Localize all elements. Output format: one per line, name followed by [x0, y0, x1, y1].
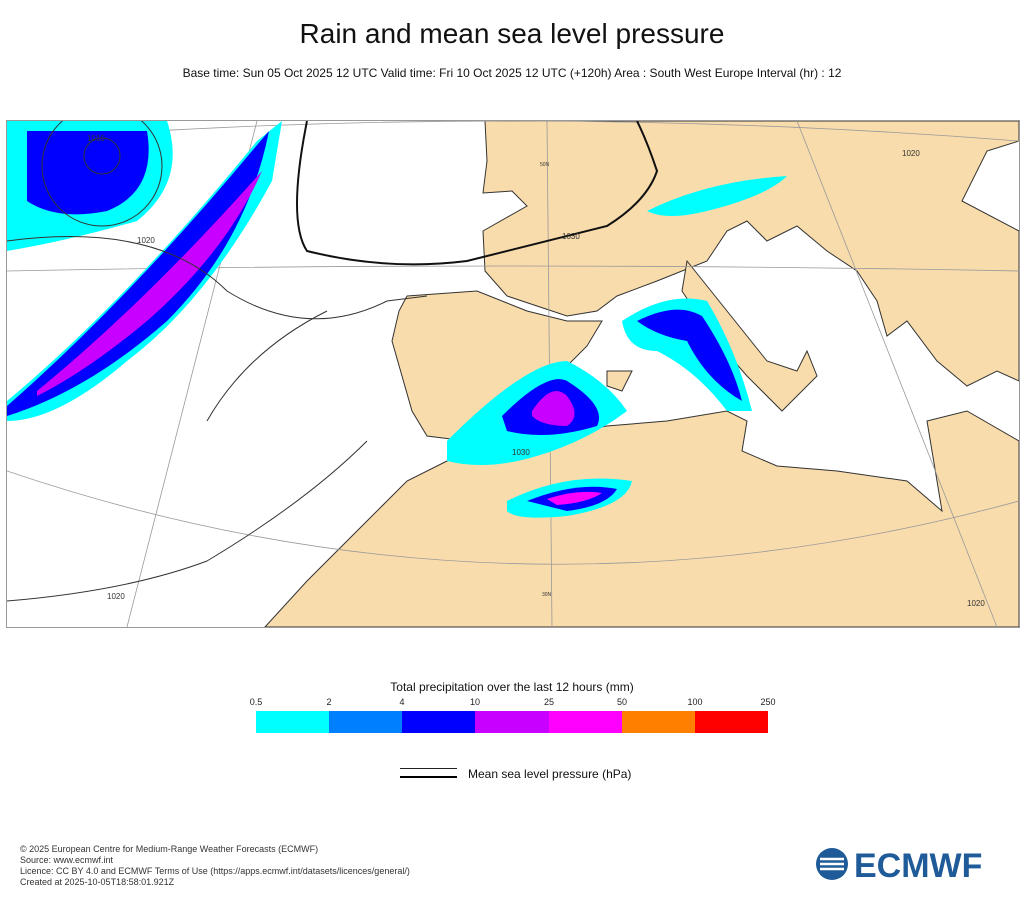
legend-colorbar	[256, 711, 768, 733]
land-africa	[264, 410, 1019, 627]
svg-text:ECMWF: ECMWF	[854, 847, 982, 882]
footer: © 2025 European Centre for Medium-Range …	[20, 844, 410, 888]
copyright: © 2025 European Centre for Medium-Range …	[20, 844, 319, 854]
legend-swatch	[329, 711, 403, 733]
legend-tick: 10	[469, 697, 481, 707]
pressure-line-icon	[400, 768, 457, 778]
contour-label: 1030	[512, 448, 530, 457]
legend-tick: 4	[399, 697, 405, 707]
legend-tick: 25	[543, 697, 555, 707]
lat-label: 50N	[540, 162, 550, 168]
isobars	[7, 121, 659, 602]
land-balearic	[606, 370, 633, 392]
contour-label: 1010	[87, 134, 105, 143]
land-europe	[482, 121, 1019, 387]
legend-swatch	[475, 711, 549, 733]
legend-tick: 100	[687, 697, 703, 707]
contour-label: 1020	[107, 592, 125, 601]
legend-ticks: 0.5 2 4 10 25 50 100 250	[250, 697, 776, 709]
contour-labels: 1010 1020 1030 1030 1020 1020 1020 50N 3…	[87, 134, 985, 608]
legend-swatch	[621, 711, 695, 733]
forecast-map[interactable]: 1010 1020 1030 1030 1020 1020 1020 50N 3…	[6, 120, 1020, 628]
legend-tick: 50	[616, 697, 628, 707]
legend-swatch	[548, 711, 622, 733]
pressure-legend-label: Mean sea level pressure (hPa)	[468, 767, 632, 781]
land	[264, 121, 1019, 627]
subtitle: Base time: Sun 05 Oct 2025 12 UTC Valid …	[182, 66, 842, 80]
contour-label: 1030	[562, 232, 580, 241]
contour-label: 1020	[967, 599, 985, 608]
legend-title: Total precipitation over the last 12 hou…	[390, 680, 634, 694]
lat-label: 30N	[542, 592, 552, 598]
legend-swatch	[694, 711, 768, 733]
contour-label: 1020	[137, 236, 155, 245]
contour-label: 1020	[902, 149, 920, 158]
source: Source: www.ecmwf.int	[20, 855, 114, 865]
legend-swatch	[402, 711, 476, 733]
ecmwf-logo-icon: ECMWF	[816, 847, 982, 885]
created-at: Created at 2025-10-05T18:58:01.921Z	[20, 877, 175, 887]
ecmwf-logo: ECMWF	[814, 846, 1004, 885]
licence: Licence: CC BY 4.0 and ECMWF Terms of Us…	[20, 866, 410, 876]
legend-swatch	[256, 711, 330, 733]
legend-tick: 0.5	[249, 697, 263, 707]
precipitation	[7, 121, 787, 518]
page-title: Rain and mean sea level pressure	[299, 18, 725, 49]
legend-tick: 2	[326, 697, 332, 707]
legend-tick: 250	[760, 697, 776, 707]
